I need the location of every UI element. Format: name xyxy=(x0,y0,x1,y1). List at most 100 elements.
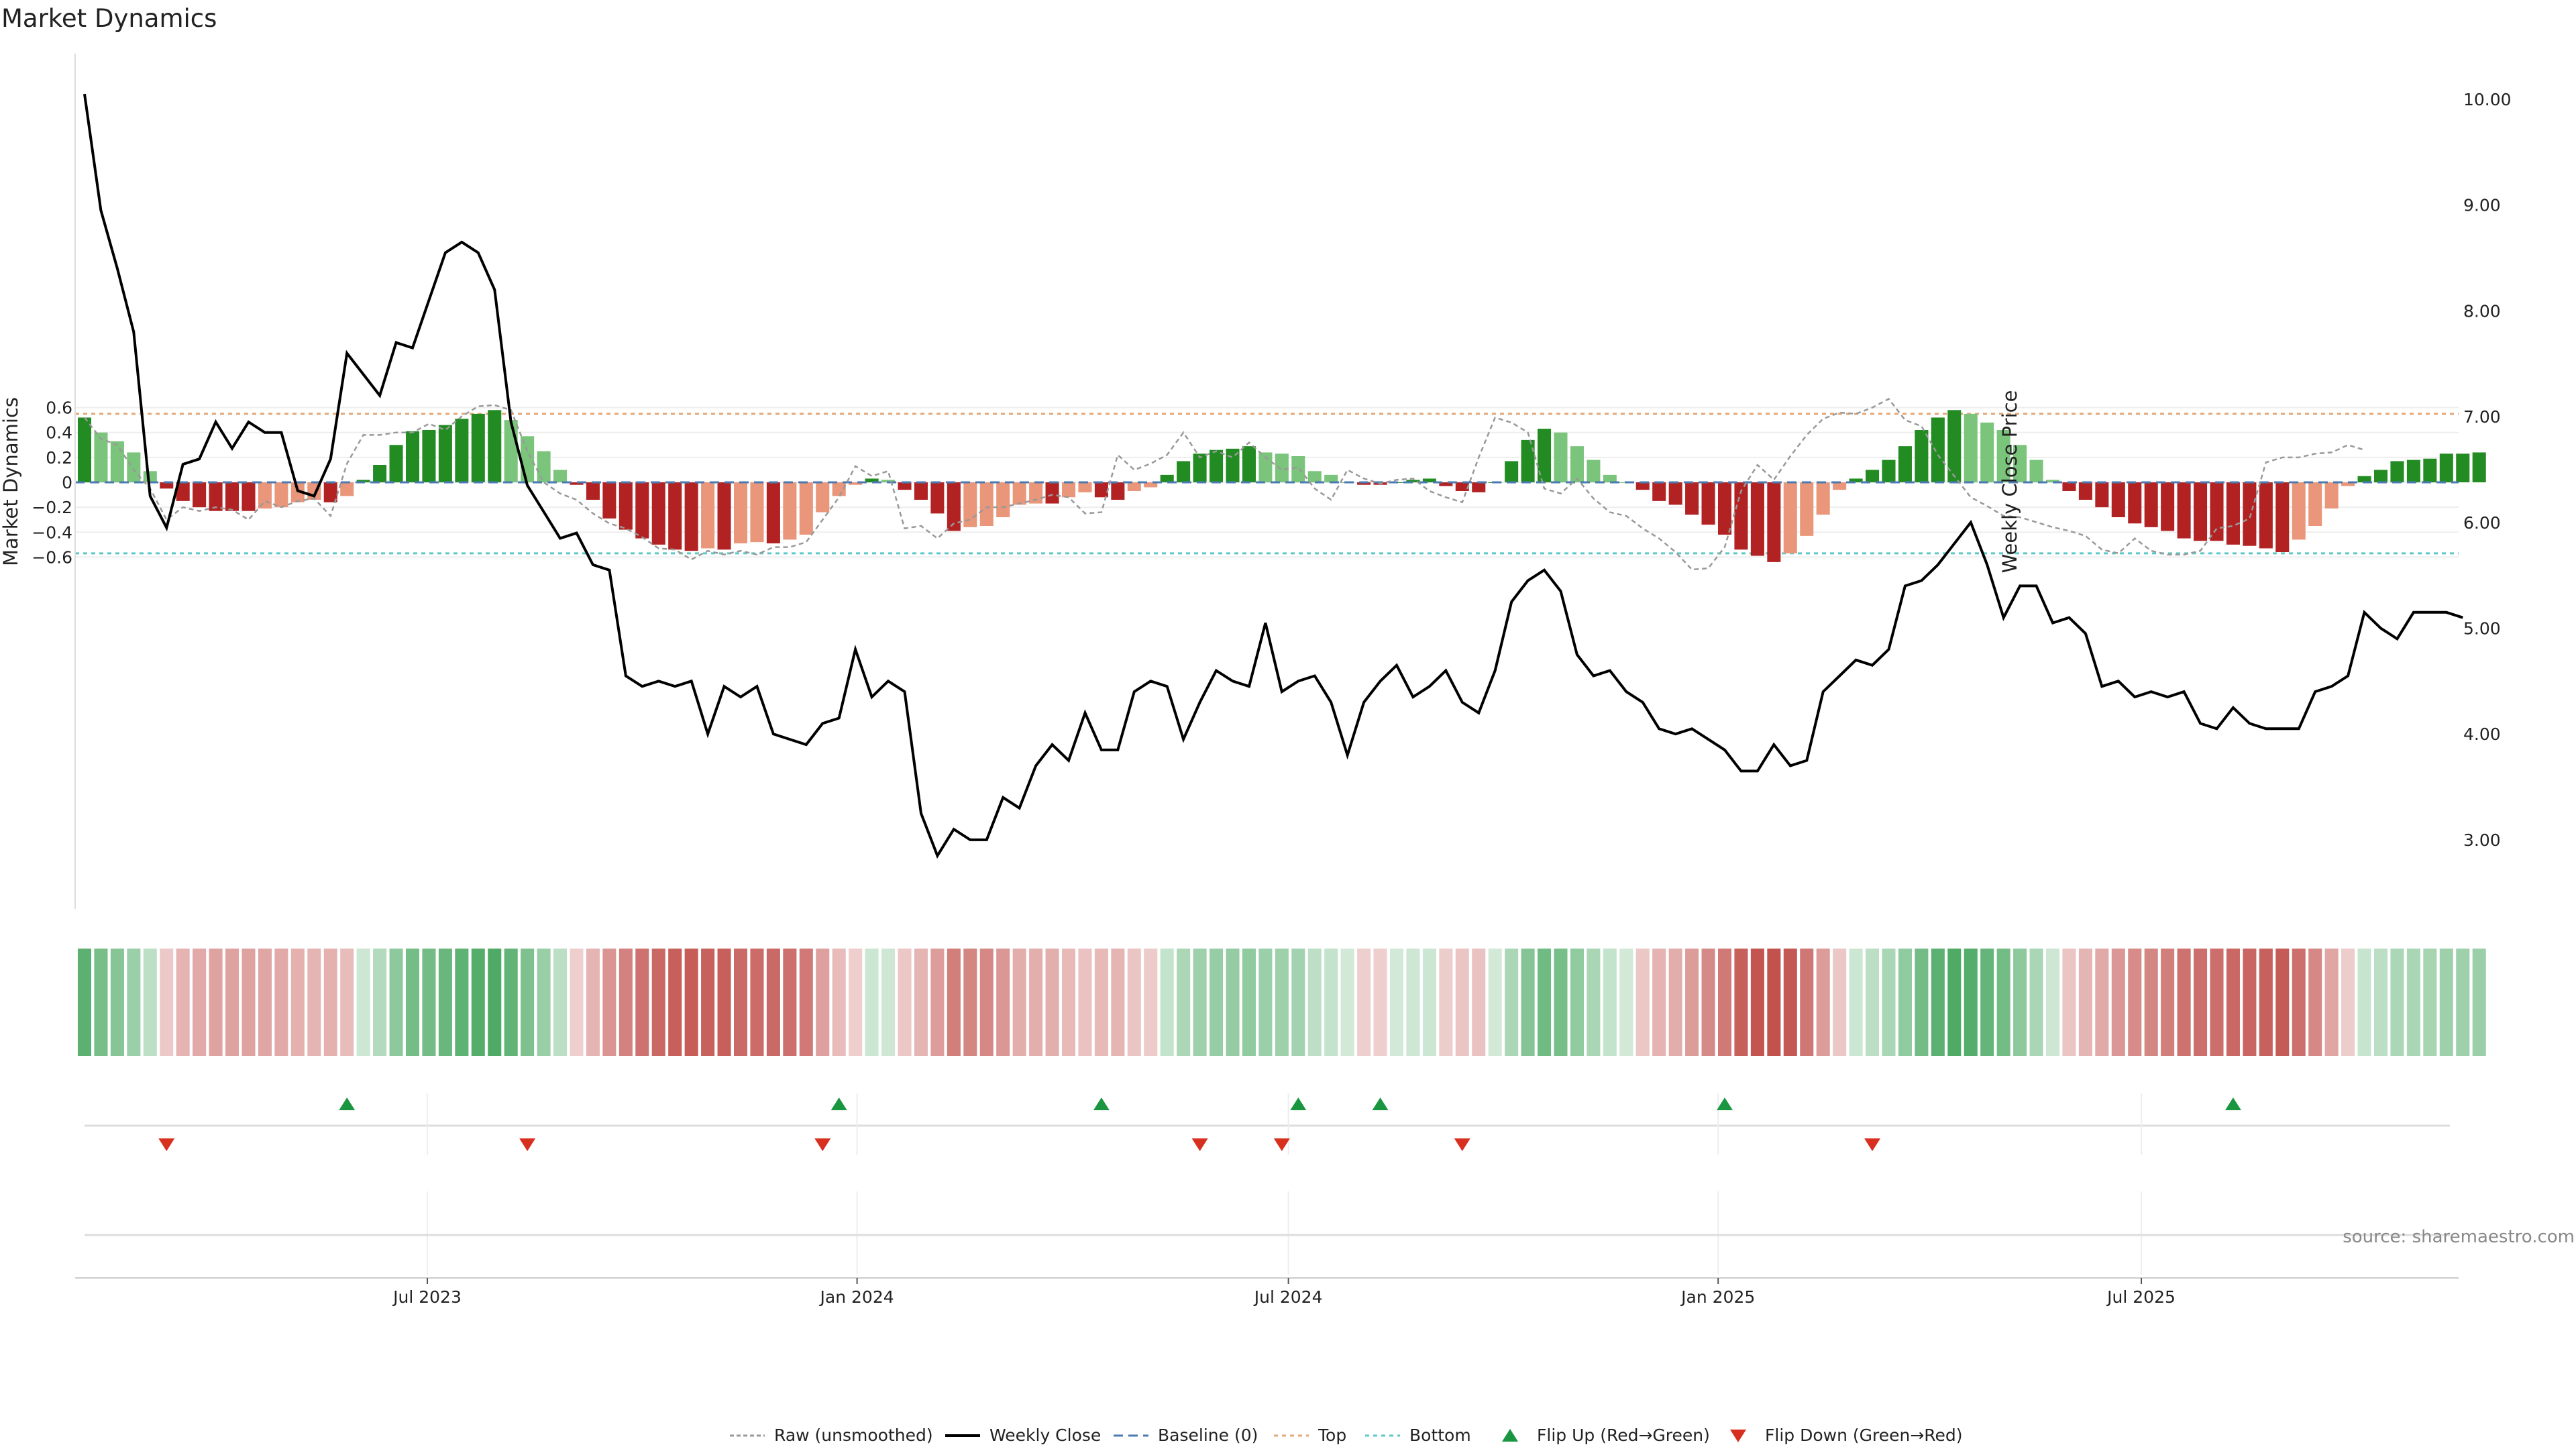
legend-swatch-flip-up xyxy=(1502,1429,1518,1442)
strip-cell xyxy=(225,949,239,1056)
strip-cell xyxy=(1668,949,1682,1056)
dynamics-bar xyxy=(356,480,370,482)
strip-cell xyxy=(2029,949,2043,1056)
dynamics-bar xyxy=(799,482,813,535)
strip-cell xyxy=(1750,949,1764,1056)
strip-cell xyxy=(849,949,863,1056)
dynamics-bar xyxy=(1915,430,1929,482)
strip-cell xyxy=(717,949,731,1056)
dynamics-bar xyxy=(2243,482,2257,546)
strip-cell xyxy=(389,949,403,1056)
strip-cell xyxy=(274,949,288,1056)
dynamics-bar xyxy=(2439,453,2453,482)
strip-cell xyxy=(1816,949,1830,1056)
strip-cell xyxy=(1373,949,1387,1056)
strip-cell xyxy=(1422,949,1436,1056)
legend-item: Raw (unsmoothed) xyxy=(730,1426,933,1445)
dynamics-bar xyxy=(2357,476,2371,482)
y-tick-right: 3.00 xyxy=(2463,830,2501,850)
dynamics-bar xyxy=(733,482,748,543)
dynamics-bar xyxy=(1767,482,1781,562)
flip-up-marker xyxy=(830,1097,847,1110)
legend-item: Bottom xyxy=(1365,1426,1471,1445)
strip-cell xyxy=(1472,949,1486,1056)
dynamics-bar xyxy=(1177,461,1191,482)
dynamics-bar xyxy=(2390,461,2404,482)
strip-cell xyxy=(898,949,912,1056)
dynamics-bar xyxy=(225,482,239,511)
strip-cell xyxy=(1882,949,1896,1056)
strip-cell xyxy=(77,949,92,1056)
strip-cell xyxy=(1685,949,1699,1056)
dynamics-bar xyxy=(1078,482,1092,492)
dynamics-bar xyxy=(1045,482,1059,504)
legend-label: Bottom xyxy=(1409,1426,1471,1445)
dynamics-bar xyxy=(553,470,568,482)
dynamics-bar xyxy=(1324,474,1338,482)
dynamics-bar xyxy=(881,480,896,482)
strip-cell xyxy=(1160,949,1174,1056)
strip-cell xyxy=(1012,949,1026,1056)
strip-cell xyxy=(1078,949,1092,1056)
dynamics-bar xyxy=(2177,482,2191,539)
strip-cell xyxy=(1619,949,1633,1056)
strip-cell xyxy=(1127,949,1141,1056)
strip-cell xyxy=(94,949,108,1056)
strip-cell xyxy=(2423,949,2437,1056)
flip-up-marker xyxy=(1372,1097,1389,1110)
strip-cell xyxy=(1275,949,1289,1056)
strip-cell xyxy=(2292,949,2306,1056)
dynamics-bar xyxy=(160,482,174,489)
dynamics-bar xyxy=(1849,478,1863,482)
dynamics-bar xyxy=(1242,446,1256,482)
strip-cell xyxy=(832,949,846,1056)
dynamics-bar xyxy=(110,441,124,482)
strip-cell xyxy=(1767,949,1781,1056)
dynamics-bar xyxy=(1160,474,1174,482)
strip-cell xyxy=(1406,949,1420,1056)
strip-cell xyxy=(799,949,813,1056)
chart-title: Market Dynamics xyxy=(1,4,217,33)
dynamics-bar xyxy=(1505,461,1519,482)
dynamics-bar xyxy=(1603,474,1617,482)
strip-cell xyxy=(176,949,190,1056)
strip-cell xyxy=(1701,949,1715,1056)
y-tick-right: 8.00 xyxy=(2463,301,2501,321)
dynamics-bar xyxy=(1422,478,1436,482)
strip-cell xyxy=(1833,949,1847,1056)
strip-cell xyxy=(1094,949,1108,1056)
strip-cell xyxy=(619,949,633,1056)
y-tick-left: 0 xyxy=(62,473,72,492)
strip-cell xyxy=(553,949,568,1056)
legend-item: Flip Down (Green→Red) xyxy=(1730,1426,1963,1445)
dynamics-bar xyxy=(1882,460,1896,482)
dynamics-bar xyxy=(537,451,551,482)
strip-cell xyxy=(1193,949,1207,1056)
dynamics-bar xyxy=(1750,482,1764,556)
strip-cell xyxy=(290,949,305,1056)
dynamics-bar xyxy=(1111,482,1125,500)
left-axis-label: Market Dynamics xyxy=(0,397,22,566)
strip-cell xyxy=(1964,949,1978,1056)
dynamics-bar xyxy=(2013,445,2027,482)
x-axis-ticks: Jul 2023 Jan 2024 Jul 2024 Jan 2025 Jul 2025 xyxy=(392,1278,2176,1307)
dynamics-bar xyxy=(1996,430,2010,482)
weekly-close-line xyxy=(83,93,2463,859)
flip-down-marker xyxy=(1454,1138,1470,1151)
dynamics-bar xyxy=(766,482,780,543)
dynamics-bar xyxy=(1210,449,1224,482)
dynamics-bars xyxy=(75,410,2486,562)
strip-cell xyxy=(504,949,518,1056)
dynamics-bar xyxy=(2308,482,2322,526)
dynamics-bar xyxy=(701,482,715,549)
strip-cell xyxy=(488,949,502,1056)
dynamics-bar xyxy=(340,482,354,496)
strip-cell xyxy=(1340,949,1354,1056)
strip-cell xyxy=(422,949,436,1056)
left-axis-ticks: 0.6 0.4 0.2 0 −0.2 −0.4 −0.6 xyxy=(32,398,72,568)
strip-cell xyxy=(2062,949,2076,1056)
dynamics-bar xyxy=(77,417,92,482)
dynamics-bar xyxy=(1947,410,1962,482)
dynamics-bar xyxy=(1521,439,1535,482)
strip-cell xyxy=(1587,949,1601,1056)
